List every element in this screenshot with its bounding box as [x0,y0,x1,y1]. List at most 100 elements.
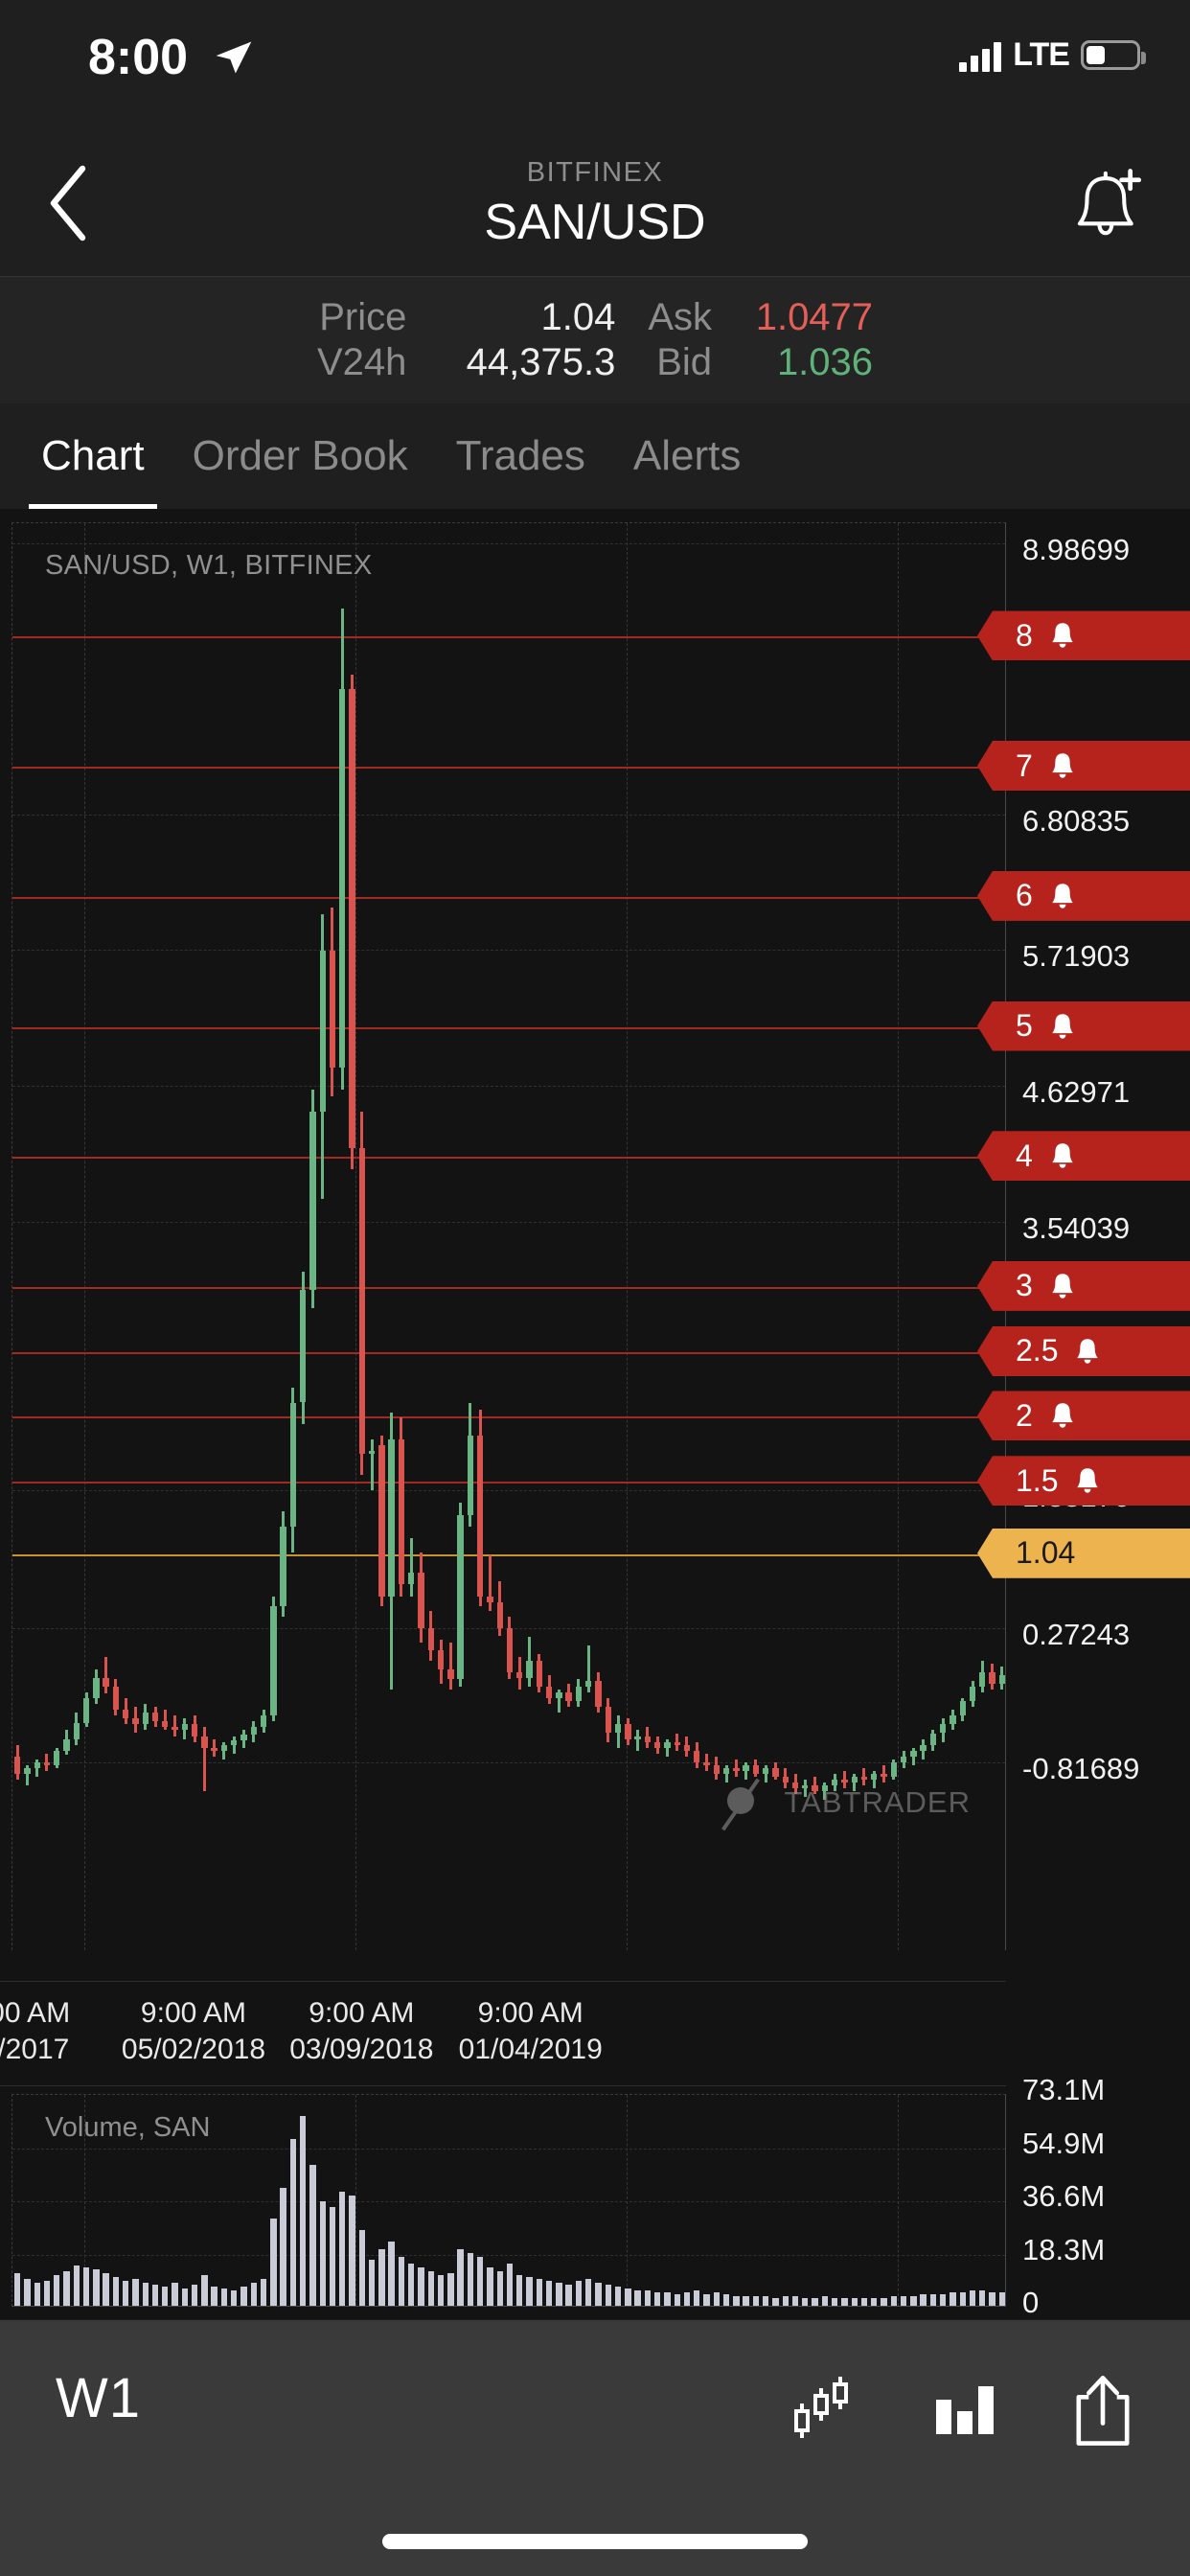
candle [339,523,346,1951]
volume-bar [172,2283,178,2306]
watermark-label: TABTRADER [784,1785,971,1819]
candle [516,523,523,1951]
alert-line [12,1351,1005,1354]
candle [831,523,838,1951]
volume-bar [634,2290,641,2306]
alert-badge[interactable]: 1.5 [977,1456,1190,1506]
price-panel[interactable]: SAN/USD, W1, BITFINEX TABTRADER [0,509,1006,1981]
volume-bar [13,2273,21,2306]
candle [653,523,661,1951]
volume-bar [565,2285,572,2306]
volume-bar [211,2287,217,2306]
volume-bar [733,2296,740,2306]
gridline-horizontal [12,2201,1005,2202]
bid-label: Bid [656,341,713,383]
indicators-button[interactable] [924,2368,1006,2454]
volume-bar [772,2298,779,2306]
candle [437,523,445,1951]
candle [772,523,779,1951]
volume-bar [24,2279,31,2306]
volume-bar [763,2296,769,2306]
volume-bar [43,2281,51,2306]
alert-badge[interactable]: 8 [977,610,1190,661]
price-axis-label: -0.81689 [1022,1752,1140,1786]
chart-type-button[interactable] [786,2368,868,2454]
candle [201,523,208,1951]
gridline-vertical [627,523,629,1950]
volume-bar [644,2290,652,2306]
candle [496,523,503,1951]
volume-bar [388,2241,395,2306]
candle [13,523,21,1951]
candle [349,523,355,1951]
share-button[interactable] [1062,2368,1144,2454]
gridline-vertical [83,2095,85,2306]
candle [929,523,937,1951]
current-price-badge[interactable]: 1.04 [977,1528,1190,1578]
volume-bar [339,2192,346,2306]
alert-badge[interactable]: 5 [977,1000,1190,1051]
candle [763,523,769,1951]
tab-alerts[interactable]: Alerts [632,432,742,479]
alert-badge[interactable]: 2.5 [977,1325,1190,1376]
alert-line [12,767,1005,770]
candle [959,523,966,1951]
volume-bar [871,2298,878,2306]
candle [319,523,326,1951]
back-button[interactable] [19,153,119,253]
candle [181,523,189,1951]
alert-badge[interactable]: 4 [977,1131,1190,1182]
volume-bar [427,2271,434,2306]
volume-bar [240,2287,247,2306]
volume-bar [378,2248,385,2306]
volume-bar [103,2273,109,2306]
volume-bar [625,2288,631,2306]
alert-badge[interactable]: 6 [977,870,1190,921]
candle [240,523,247,1951]
bell-icon [1077,1339,1099,1364]
price-value: 1.04 [540,296,616,338]
home-indicator[interactable] [382,2534,808,2549]
price-scale[interactable]: 8.986996.808355.719034.629713.540391.381… [977,509,1190,2319]
price-axis-label: 4.62971 [1022,1074,1131,1109]
volume-bar [752,2296,760,2306]
alert-badge[interactable]: 7 [977,741,1190,792]
alert-badge[interactable]: 2 [977,1391,1190,1441]
candle [172,523,178,1951]
time-axis[interactable]: 9:00 AM 07/2017 9:00 AM 05/02/2018 9:00 AM 03… [0,1981,1006,2086]
add-alert-button[interactable] [1058,155,1157,255]
candle [526,523,533,1951]
candle [644,523,652,1951]
candle [476,523,484,1951]
candle [910,523,917,1951]
price-axis-label: 8.98699 [1022,532,1131,566]
candle [595,523,602,1951]
tab-trades[interactable]: Trades [455,432,585,479]
bell-icon [1052,753,1073,778]
tab-order-book[interactable]: Order Book [192,432,408,479]
tab-chart[interactable]: Chart [17,403,169,509]
volume-axis-label: 18.3M [1022,2232,1106,2266]
gridline-horizontal [12,950,1005,952]
candle [211,523,217,1951]
gridline-vertical [627,2095,629,2306]
price-plot-area[interactable]: SAN/USD, W1, BITFINEX TABTRADER [11,522,1006,1950]
candle [821,523,829,1951]
volume-bar [82,2267,90,2306]
volume-bar [299,2116,307,2306]
gridline-vertical [355,2095,357,2306]
alert-badge-label: 3 [1016,1268,1033,1303]
timeframe-button[interactable]: W1 [56,2367,141,2429]
chart-legend: SAN/USD, W1, BITFINEX [45,550,373,581]
candle [664,523,671,1951]
chart-container[interactable]: SAN/USD, W1, BITFINEX TABTRADER 9:00 AM 0… [0,509,1190,2319]
gridline-vertical [897,523,899,1950]
alert-badge[interactable]: 3 [977,1260,1190,1311]
candle [605,523,611,1951]
alert-line [12,636,1005,639]
candle [614,523,622,1951]
bid-value: 1.036 [776,341,874,383]
volume-panel[interactable]: Volume, SAN [0,2086,1006,2319]
candle [536,523,542,1951]
